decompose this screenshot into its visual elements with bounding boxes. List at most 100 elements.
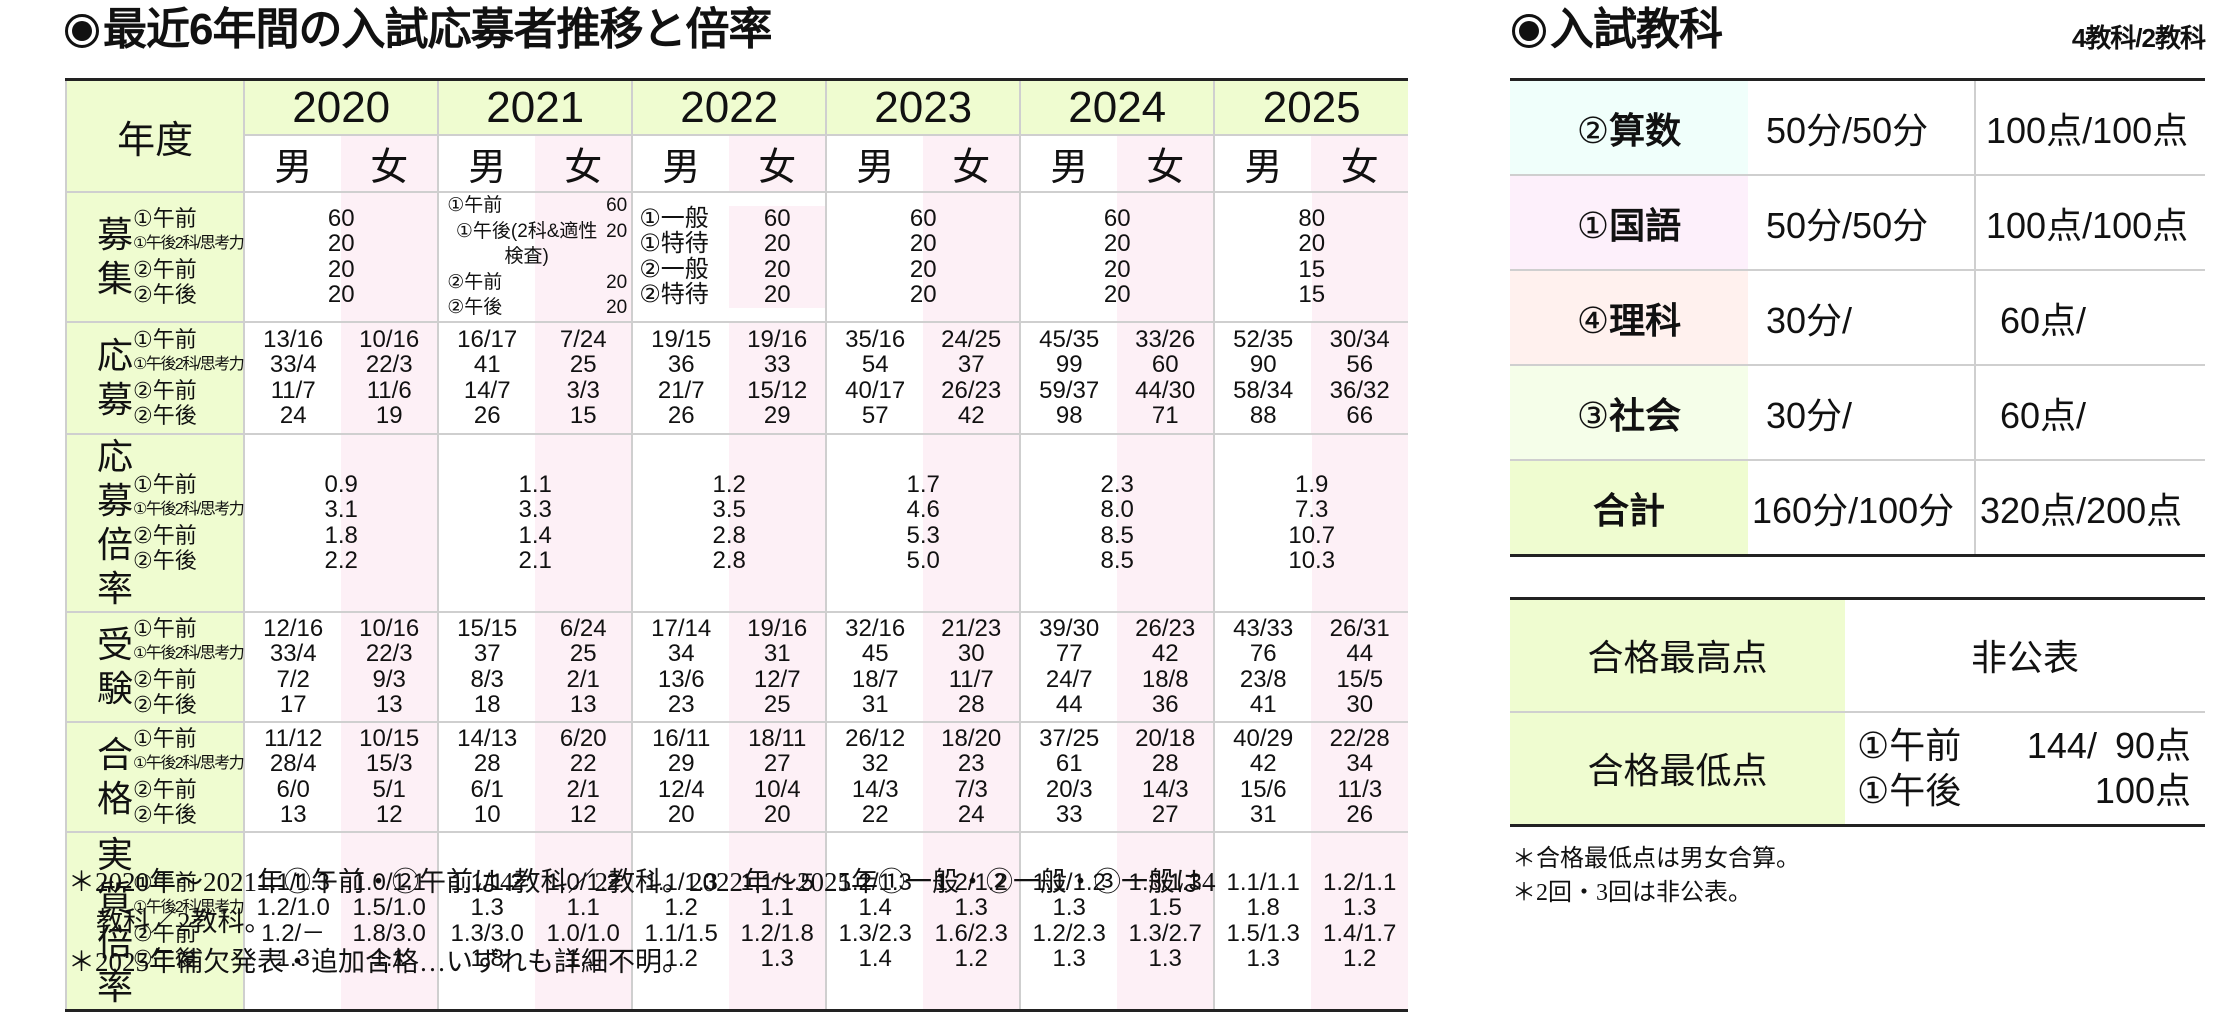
bullseye-bullet-icon (65, 14, 99, 48)
gender-male: 男 (1019, 134, 1118, 193)
pass-score-notes: ＊合格最低点は男女合算。 ＊2回・3回は非公表。 (1512, 842, 1800, 910)
applicants-2022-female: 19/16 33 15/12 29 (729, 320, 827, 435)
passed-2024-male: 37/25 61 20/3 33 (1019, 720, 1118, 833)
real-ratio-row: 実質 倍率 ①午前 ①午後2科/思考力 ②午前 ②午後 1.1/1.3 1.2/1.0 1.… (65, 830, 1409, 1011)
subject-row-japanese: ①国語 50分/50分 100点/100点 (1510, 174, 2205, 271)
real-ratio-2023-female: 1.2/1.2 1.3 1.6/2.3 1.2 (923, 830, 1021, 1011)
examinees-2024-female: 26/23 42 18/8 36 (1117, 610, 1215, 723)
recruit-2021: ①午前 60 ①午後(2科&適性検査) 20 ②午前 20 ②午後 20 (437, 191, 633, 323)
examinees-2025-male: 43/33 76 23/8 41 (1213, 610, 1312, 723)
max-score-value: 非公表 (1845, 597, 2205, 713)
gender-male: 男 (1213, 134, 1312, 193)
year-2020: 2020 (243, 78, 439, 136)
pass-score-note: ＊2回・3回は非公表。 (1512, 880, 1752, 906)
applicants-2021-female: 7/24 25 3/3 15 (535, 320, 633, 435)
subject-japanese: ①国語 (1510, 174, 1748, 271)
recruit-2025: 80 20 15 15 (1213, 191, 1409, 323)
applicants-label: 応募 (65, 320, 133, 435)
history-notes: ＊2020年～2021年①午前・②午前は4教科／2教科。2022年～2025年①… (68, 862, 1216, 982)
examinees-2020-female: 10/16 22/3 9/3 13 (341, 610, 439, 723)
examinees-2021-female: 6/24 25 2/1 13 (535, 610, 633, 723)
min-score-line: ①午後 100点 (1857, 770, 2191, 812)
pass-scores-table: 合格最高点 非公表 合格最低点 ①午前 144/90点 ①午後 100点 (1510, 597, 2205, 827)
applicants-2024-female: 33/26 60 44/30 71 (1117, 320, 1215, 435)
recruit-2022: ①一般 ①特待 ②一般 ②特待 60 20 20 20 (631, 191, 827, 323)
session-labels: ①午前 ①午後2科/思考力 ②午前 ②午後 (133, 191, 245, 323)
passed-2020-female: 10/15 15/3 5/1 12 (341, 720, 439, 833)
passed-2023-female: 18/20 23 7/3 24 (923, 720, 1021, 833)
real-ratio-2025-female: 1.2/1.1 1.3 1.4/1.7 1.2 (1311, 830, 1409, 1011)
history-note: ＊2020年～2021年①午前・②午前は4教科／2教科。2022年～2025年①… (68, 867, 1216, 897)
applicant-ratio-2024: 2.3 8.0 8.5 8.5 (1019, 432, 1215, 613)
subject-total-time: 160分/100分 (1748, 459, 1976, 557)
subject-math: ②算数 (1510, 78, 1748, 176)
min-score-values: ①午前 144/90点 ①午後 100点 (1845, 710, 2205, 827)
session-labels: ①午前 ①午後2科/思考力 ②午前 ②午後 (133, 720, 245, 833)
gender-female: 女 (535, 134, 633, 193)
max-score-row: 合格最高点 非公表 (1510, 597, 2205, 713)
subject-math-time: 50分/50分 (1748, 78, 1976, 176)
gender-male: 男 (825, 134, 924, 193)
examinees-row: 受験 ①午前 ①午後2科/思考力 ②午前 ②午後 12/16 33/4 7/2 17 10/… (65, 610, 1409, 723)
applicants-row: 応募 ①午前 ①午後2科/思考力 ②午前 ②午後 13/16 33/4 11/7 24 10… (65, 320, 1409, 435)
min-score-line: ①午前 144/90点 (1857, 725, 2191, 767)
passed-2021-male: 14/13 28 6/1 10 (437, 720, 536, 833)
subject-total-points: 320点/200点 (1975, 459, 2205, 557)
real-ratio-2022-female: 1.1/1.5 1.1 1.2/1.8 1.3 (729, 830, 827, 1011)
applicants-2024-male: 45/35 99 59/37 98 (1019, 320, 1118, 435)
applicant-ratio-2022: 1.2 3.5 2.8 2.8 (631, 432, 827, 613)
real-ratio-2023-male: 1.2/1.3 1.4 1.3/2.3 1.4 (825, 830, 924, 1011)
subject-row-science: ④理科 30分/ 60点/ (1510, 269, 2205, 366)
year-2021: 2021 (437, 78, 633, 136)
subjects-count-note: 4教科/2教科 (2071, 23, 2206, 53)
examinees-2023-male: 32/16 45 18/7 31 (825, 610, 924, 723)
subject-total: 合計 (1510, 459, 1748, 557)
recruit-2020: 60 20 20 20 (243, 191, 439, 323)
max-score-label: 合格最高点 (1510, 597, 1845, 713)
applicants-2020-male: 13/16 33/4 11/7 24 (243, 320, 342, 435)
year-header-row: 年度 2020 2021 2022 2023 2024 2025 (64, 78, 1409, 193)
recruit-2023: 60 20 20 20 (825, 191, 1021, 323)
applicant-history-table: 年度 2020 2021 2022 2023 2024 2025 男 女 男 女… (64, 78, 1409, 1012)
subject-japanese-time: 50分/50分 (1748, 174, 1976, 271)
real-ratio-2022-male: 1.1/1.3 1.2 1.1/1.5 1.2 (631, 830, 730, 1011)
subjects-title: 入試教科 (1512, 0, 1723, 60)
year-2024: 2024 (1019, 78, 1215, 136)
applicant-ratio-2020: 0.9 3.1 1.8 2.2 (243, 432, 439, 613)
real-ratio-2021-female: 1.0/1.2 1.1 1.0/1.0 1.1 (535, 830, 633, 1011)
subject-row-social: ③社会 30分/ 60点/ (1510, 364, 2205, 461)
gender-female: 女 (923, 134, 1021, 193)
passed-2025-male: 40/29 42 15/6 31 (1213, 720, 1312, 833)
subjects-table: ②算数 50分/50分 100点/100点 ①国語 50分/50分 100点/1… (1510, 78, 2205, 557)
applicant-ratio-2025: 1.9 7.3 10.7 10.3 (1213, 432, 1409, 613)
gender-female: 女 (729, 134, 827, 193)
real-ratio-2024-female: 1.3/1.3 1.5 1.3/2.7 1.3 (1117, 830, 1215, 1011)
subject-math-points: 100点/100点 (1975, 78, 2205, 176)
applicants-2021-male: 16/17 41 14/7 26 (437, 320, 536, 435)
gender-female: 女 (1117, 134, 1215, 193)
passed-2022-female: 18/11 27 10/4 20 (729, 720, 827, 833)
gender-female: 女 (341, 134, 439, 193)
applicants-2022-male: 19/15 36 21/7 26 (631, 320, 730, 435)
subject-science-points: 60点/ (1975, 269, 2205, 366)
pass-score-note: ＊合格最低点は男女合算。 (1512, 846, 1800, 872)
applicants-2025-female: 30/34 56 36/32 66 (1311, 320, 1409, 435)
passed-row: 合格 ①午前 ①午後2科/思考力 ②午前 ②午後 11/12 28/4 6/0 13 10/… (65, 720, 1409, 833)
examinees-2022-male: 17/14 34 13/6 23 (631, 610, 730, 723)
session-labels: ①午前 ①午後2科/思考力 ②午前 ②午後 (133, 320, 245, 435)
subject-social-time: 30分/ (1748, 364, 1976, 461)
real-ratio-2025-male: 1.1/1.1 1.8 1.5/1.3 1.3 (1213, 830, 1312, 1011)
session-labels: ①午前 ①午後2科/思考力 ②午前 ②午後 (133, 610, 245, 723)
real-ratio-2024-male: 1.1/1.2 1.3 1.2/2.3 1.3 (1019, 830, 1118, 1011)
passed-2024-female: 20/18 28 14/3 27 (1117, 720, 1215, 833)
year-corner-label: 年度 (64, 78, 245, 193)
examinees-2023-female: 21/23 30 11/7 28 (923, 610, 1021, 723)
recruit-2024: 60 20 20 20 (1019, 191, 1215, 323)
year-2023: 2023 (825, 78, 1021, 136)
real-ratio-2021-male: 1.1/1.2 1.3 1.3/3.0 1.8 (437, 830, 536, 1011)
examinees-2020-male: 12/16 33/4 7/2 17 (243, 610, 342, 723)
applicants-2023-male: 35/16 54 40/17 57 (825, 320, 924, 435)
real-ratio-2020-male: 1.1/1.3 1.2/1.0 1.2/－ 1.3 (243, 830, 342, 1011)
examinees-2024-male: 39/30 77 24/7 44 (1019, 610, 1118, 723)
applicant-ratio-2023: 1.7 4.6 5.3 5.0 (825, 432, 1021, 613)
